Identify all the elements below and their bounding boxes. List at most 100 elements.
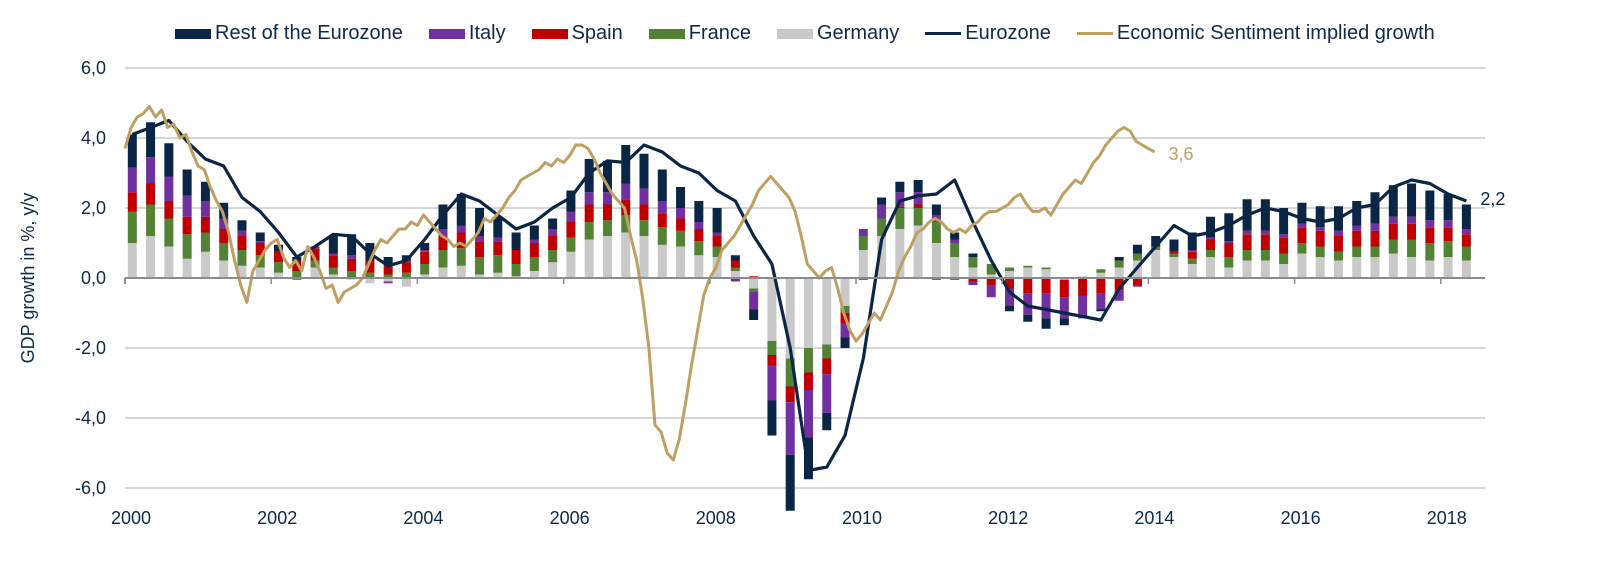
bar-segment-germany <box>401 278 411 287</box>
bar-segment-france <box>1352 246 1362 257</box>
bar-segment-france <box>950 243 960 257</box>
bar-segment-germany <box>475 274 485 278</box>
x-tick-label: 2010 <box>842 508 882 528</box>
bar-segment-italy <box>1297 223 1307 228</box>
bar-segment-germany <box>986 274 996 278</box>
bar-segment-france <box>785 358 795 387</box>
bar-segment-france <box>475 257 485 275</box>
legend-swatch <box>648 28 685 39</box>
bar-segment-rest-of-the-eurozone <box>950 232 960 240</box>
bar-segment-germany <box>785 278 795 359</box>
bar-segment-rest-of-the-eurozone <box>1352 201 1362 226</box>
bar-segment-germany <box>219 260 229 278</box>
bar-segment-italy <box>1224 241 1234 243</box>
bar-segment-spain <box>1224 243 1234 257</box>
x-tick-label: 2016 <box>1281 508 1321 528</box>
bar-segment-france <box>1407 239 1417 257</box>
bar-segment-rest-of-the-eurozone <box>1206 216 1216 238</box>
bar-segment-france <box>420 264 430 275</box>
bar-segment-spain <box>255 243 265 256</box>
bar-segment-rest-of-the-eurozone <box>475 208 485 236</box>
bar-segment-italy <box>1315 227 1325 231</box>
bar-segment-germany <box>328 274 338 278</box>
bar-segment-rest-of-the-eurozone <box>968 253 978 257</box>
bar-segment-rest-of-the-eurozone <box>1224 213 1234 242</box>
bar-segment-italy <box>1461 229 1471 235</box>
bar-segment-spain <box>365 260 375 273</box>
bar-segment-germany <box>1151 250 1161 278</box>
bar-segment-spain <box>548 236 558 250</box>
bar-segment-germany <box>310 267 320 278</box>
bar-segment-france <box>1169 253 1179 257</box>
bar-segment-rest-of-the-eurozone <box>639 153 649 189</box>
bar-segment-germany <box>749 278 759 289</box>
bar-segment-rest-of-the-eurozone <box>1041 318 1051 329</box>
bar-segment-france <box>146 204 156 236</box>
bar-segment-italy <box>602 192 612 205</box>
bar-segment-rest-of-the-eurozone <box>292 257 302 261</box>
bar-segment-france <box>1425 243 1435 261</box>
bar-segment-italy <box>1443 220 1453 228</box>
bar-segment-spain <box>1260 234 1270 250</box>
bar-segment-germany <box>730 271 740 278</box>
bar-segment-italy <box>146 157 156 184</box>
bar-segment-rest-of-the-eurozone <box>621 145 631 184</box>
bar-segment-germany <box>1023 267 1033 278</box>
bar-segment-italy <box>1041 293 1051 319</box>
bar-segment-france <box>1114 260 1124 268</box>
bar-segment-italy <box>1059 297 1069 319</box>
bar-segment-rest-of-the-eurozone <box>1388 185 1398 217</box>
bar-segment-spain <box>1187 251 1197 259</box>
bar-segment-rest-of-the-eurozone <box>1279 208 1289 235</box>
legend-swatch <box>1076 32 1113 35</box>
bar-segment-france <box>694 241 704 256</box>
y-tick-label: 0,0 <box>81 268 106 288</box>
legend-swatch <box>175 28 211 39</box>
bar-segment-germany <box>456 265 466 278</box>
bar-segment-italy <box>456 225 466 233</box>
bar-segment-spain <box>803 372 813 390</box>
bar-segment-france <box>931 222 941 243</box>
bar-segment-spain <box>1041 278 1051 294</box>
bar-segment-germany <box>1041 269 1051 278</box>
bar-segment-france <box>1260 250 1270 261</box>
y-tick-label: -4,0 <box>75 408 106 428</box>
legend-label: Eurozone <box>965 22 1051 44</box>
bar-segment-germany <box>1297 253 1307 278</box>
bar-segment-rest-of-the-eurozone <box>529 225 539 240</box>
bar-segment-spain <box>1315 230 1325 247</box>
chart-legend: Rest of the Eurozone Italy Spain France Germ… <box>175 22 1461 45</box>
bar-segment-spain <box>986 278 996 285</box>
bar-segment-germany <box>1425 260 1435 278</box>
bar-segment-germany <box>895 229 905 278</box>
bar-segment-germany <box>1114 267 1124 278</box>
bar-segment-spain <box>1461 234 1471 247</box>
bar-segment-spain <box>785 386 795 403</box>
bar-segment-germany <box>566 251 576 278</box>
bar-segment-spain <box>347 258 357 271</box>
bar-segment-france <box>712 246 722 257</box>
bar-segment-rest-of-the-eurozone <box>420 243 430 250</box>
bar-segment-rest-of-the-eurozone <box>730 255 740 261</box>
bar-segment-germany <box>1169 257 1179 278</box>
legend-item-spain: Spain <box>531 22 623 45</box>
bar-segment-rest-of-the-eurozone <box>383 257 393 264</box>
bar-segment-germany <box>1096 272 1106 278</box>
bar-segment-france <box>1041 267 1051 270</box>
bar-segment-france <box>840 306 850 313</box>
bar-segment-spain <box>1443 227 1453 242</box>
end-label-eurozone: 2,2 <box>1480 189 1505 209</box>
bar-segment-spain <box>602 204 612 221</box>
bar-segment-spain <box>1407 223 1417 240</box>
legend-label: Spain <box>571 22 623 44</box>
bar-segment-france <box>328 267 338 275</box>
bar-segment-france <box>1224 257 1234 268</box>
bar-segment-rest-of-the-eurozone <box>1059 318 1069 326</box>
bar-segment-spain <box>639 204 649 221</box>
bar-segment-france <box>621 215 631 233</box>
bar-segment-spain <box>657 213 667 228</box>
bar-segment-spain <box>1206 239 1216 250</box>
bar-segment-spain <box>1279 237 1289 254</box>
bar-segment-italy <box>1206 237 1216 240</box>
bar-segment-italy <box>1370 223 1380 231</box>
